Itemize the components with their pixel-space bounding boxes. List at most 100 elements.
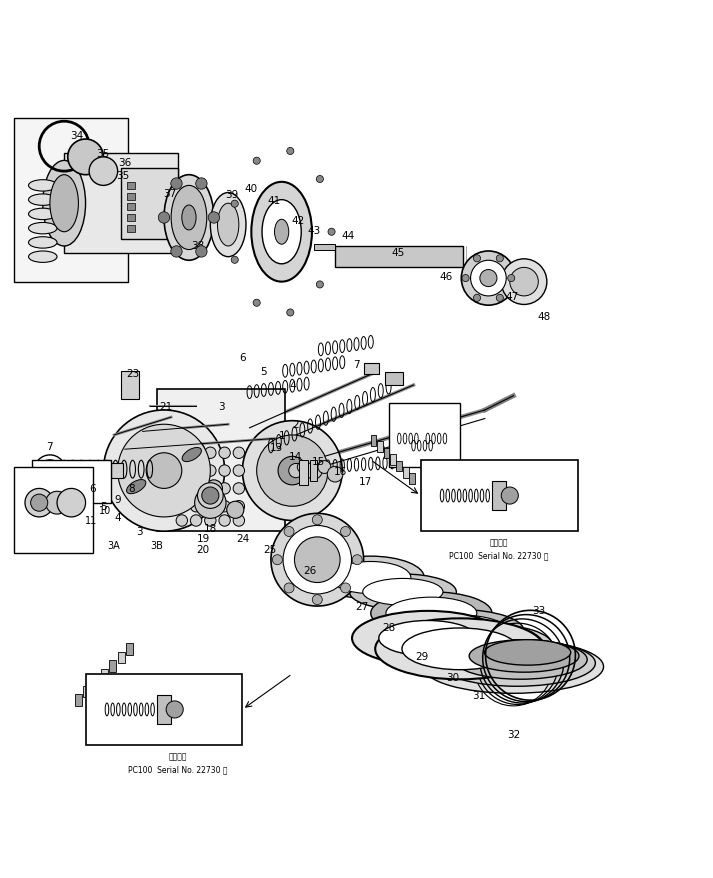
Ellipse shape	[371, 592, 492, 635]
Text: 46: 46	[439, 271, 452, 282]
Circle shape	[233, 465, 245, 477]
Circle shape	[284, 583, 294, 594]
Text: 14: 14	[289, 452, 302, 462]
Bar	[390, 455, 396, 465]
Circle shape	[231, 257, 238, 264]
Text: 36: 36	[118, 158, 131, 168]
Text: 11: 11	[85, 516, 98, 526]
Text: 21: 21	[159, 402, 172, 412]
Text: 3: 3	[217, 402, 225, 412]
Circle shape	[176, 515, 188, 527]
Bar	[396, 461, 402, 471]
Text: 39: 39	[225, 190, 238, 199]
Text: PC100  Serial No. 22730 ～: PC100 Serial No. 22730 ～	[128, 764, 228, 774]
Circle shape	[287, 310, 294, 317]
Text: 3B: 3B	[150, 541, 163, 551]
Circle shape	[205, 483, 216, 494]
Text: 34: 34	[71, 132, 83, 141]
Ellipse shape	[251, 183, 312, 283]
Text: 7: 7	[353, 359, 360, 370]
Bar	[127, 204, 135, 211]
Text: 6: 6	[239, 352, 246, 362]
Circle shape	[75, 464, 89, 479]
Ellipse shape	[402, 629, 518, 670]
Circle shape	[312, 515, 322, 525]
Circle shape	[219, 515, 230, 527]
Circle shape	[38, 470, 55, 486]
Text: 37: 37	[163, 188, 176, 198]
Text: 12: 12	[140, 705, 153, 715]
Bar	[377, 442, 383, 452]
Circle shape	[317, 176, 324, 184]
Bar	[335, 247, 463, 268]
Circle shape	[146, 453, 182, 489]
Text: 24: 24	[236, 534, 249, 543]
Circle shape	[205, 465, 216, 477]
Bar	[83, 686, 91, 697]
Bar	[127, 193, 135, 200]
Circle shape	[25, 489, 53, 517]
Bar	[364, 363, 379, 375]
Bar	[157, 389, 285, 531]
Bar	[118, 652, 125, 664]
Text: 4: 4	[289, 380, 296, 391]
Circle shape	[195, 178, 207, 190]
Circle shape	[219, 448, 230, 459]
Text: 32: 32	[507, 730, 520, 739]
Circle shape	[231, 201, 238, 208]
Circle shape	[190, 501, 202, 513]
Circle shape	[473, 295, 481, 302]
Bar	[91, 466, 101, 476]
Ellipse shape	[469, 640, 579, 673]
Text: 3: 3	[135, 527, 143, 536]
Text: 6: 6	[89, 484, 96, 493]
Circle shape	[190, 448, 202, 459]
Bar	[403, 467, 409, 479]
Ellipse shape	[417, 624, 553, 667]
Circle shape	[219, 465, 230, 477]
Circle shape	[287, 148, 294, 155]
Text: 29: 29	[416, 651, 429, 661]
Circle shape	[278, 457, 307, 486]
Ellipse shape	[363, 579, 443, 606]
Bar	[126, 644, 133, 655]
Text: 33: 33	[532, 605, 545, 615]
Circle shape	[253, 299, 260, 307]
Circle shape	[341, 527, 351, 536]
Circle shape	[205, 501, 216, 513]
Bar	[14, 467, 93, 553]
Circle shape	[233, 448, 245, 459]
Circle shape	[471, 261, 506, 297]
Ellipse shape	[438, 640, 595, 687]
Bar	[101, 669, 108, 680]
Circle shape	[473, 255, 481, 263]
Ellipse shape	[29, 223, 57, 234]
Circle shape	[508, 275, 515, 283]
Text: 45: 45	[391, 248, 404, 257]
Ellipse shape	[349, 574, 456, 610]
Text: 19: 19	[197, 534, 210, 543]
Ellipse shape	[352, 611, 503, 666]
Text: 2: 2	[292, 420, 299, 429]
Bar	[492, 482, 506, 510]
Text: 43: 43	[307, 226, 320, 236]
Circle shape	[253, 158, 260, 165]
Circle shape	[166, 702, 183, 718]
Circle shape	[328, 229, 335, 236]
Text: 25: 25	[263, 544, 276, 554]
Text: 12: 12	[33, 508, 46, 519]
Text: 15: 15	[312, 457, 325, 467]
Text: 48: 48	[538, 312, 550, 321]
Text: 1: 1	[278, 430, 285, 441]
Bar	[109, 660, 116, 672]
Text: 47: 47	[506, 291, 518, 301]
Bar	[32, 460, 111, 503]
Ellipse shape	[317, 557, 424, 600]
Ellipse shape	[396, 610, 524, 652]
Ellipse shape	[434, 630, 535, 661]
Circle shape	[195, 247, 207, 258]
Text: 17: 17	[359, 477, 371, 486]
Text: 30: 30	[446, 673, 459, 682]
Circle shape	[89, 158, 118, 186]
Text: 35: 35	[96, 149, 109, 159]
